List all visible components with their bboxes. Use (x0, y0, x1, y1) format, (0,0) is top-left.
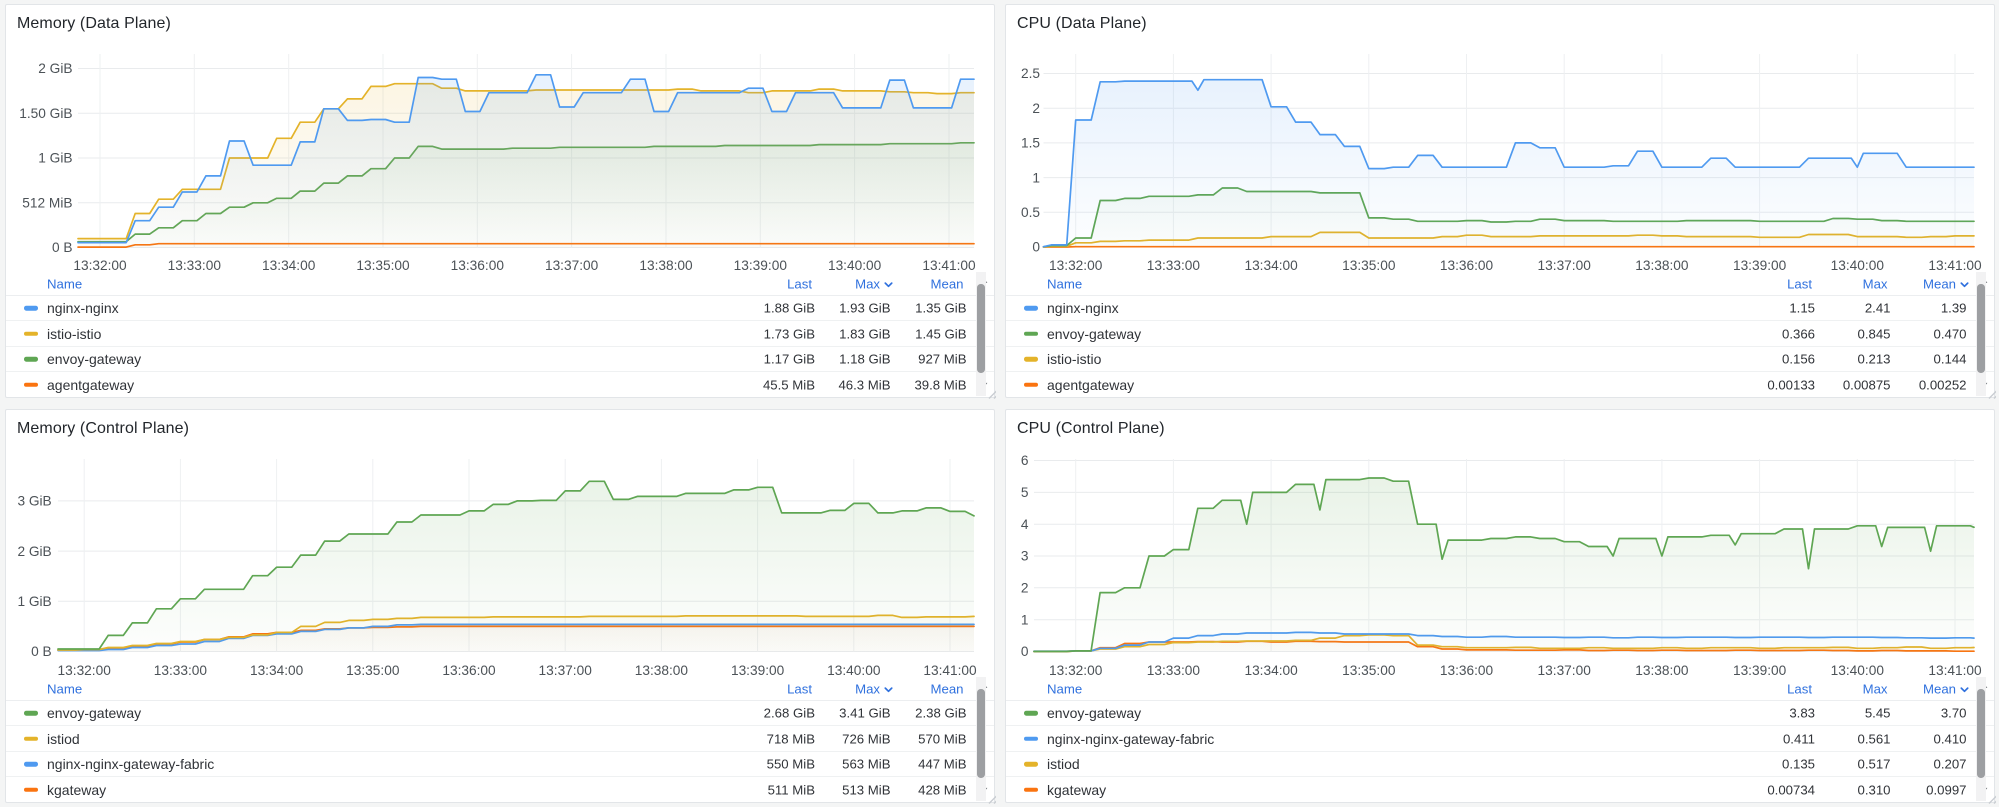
svg-text:13:34:00: 13:34:00 (1244, 663, 1298, 678)
svg-text:13:32:00: 13:32:00 (73, 258, 127, 273)
svg-text:0: 0 (1021, 644, 1029, 659)
svg-text:2: 2 (1021, 581, 1029, 596)
svg-text:13:32:00: 13:32:00 (1049, 663, 1103, 678)
svg-text:13:39:00: 13:39:00 (734, 258, 788, 273)
svg-text:3 GiB: 3 GiB (17, 494, 51, 509)
svg-text:13:32:00: 13:32:00 (58, 663, 112, 678)
svg-text:1.5: 1.5 (1021, 136, 1040, 151)
svg-text:2 GiB: 2 GiB (17, 544, 51, 559)
svg-text:13:39:00: 13:39:00 (1733, 663, 1787, 678)
svg-text:13:41:00: 13:41:00 (922, 258, 976, 273)
svg-text:1.50 GiB: 1.50 GiB (19, 106, 72, 121)
svg-text:0: 0 (1032, 240, 1040, 255)
svg-text:13:38:00: 13:38:00 (1635, 663, 1689, 678)
svg-text:13:37:00: 13:37:00 (1538, 258, 1592, 273)
svg-text:13:34:00: 13:34:00 (1244, 258, 1298, 273)
svg-text:13:36:00: 13:36:00 (442, 663, 496, 678)
svg-text:13:35:00: 13:35:00 (1342, 258, 1396, 273)
svg-text:4: 4 (1021, 517, 1029, 532)
svg-text:2.5: 2.5 (1021, 66, 1040, 81)
svg-text:13:41:00: 13:41:00 (1928, 663, 1982, 678)
svg-text:13:38:00: 13:38:00 (639, 258, 693, 273)
svg-text:13:33:00: 13:33:00 (1147, 663, 1201, 678)
svg-text:13:41:00: 13:41:00 (1928, 258, 1982, 273)
svg-text:1 GiB: 1 GiB (38, 151, 72, 166)
svg-text:0 B: 0 B (52, 240, 73, 255)
svg-text:3: 3 (1021, 549, 1029, 564)
svg-text:1 GiB: 1 GiB (17, 594, 51, 609)
svg-text:13:32:00: 13:32:00 (1049, 258, 1103, 273)
svg-text:13:36:00: 13:36:00 (1440, 663, 1494, 678)
svg-text:13:40:00: 13:40:00 (827, 663, 881, 678)
svg-text:13:33:00: 13:33:00 (168, 258, 222, 273)
svg-text:2: 2 (1032, 101, 1040, 116)
svg-text:13:37:00: 13:37:00 (545, 258, 599, 273)
svg-text:13:38:00: 13:38:00 (1635, 258, 1689, 273)
svg-text:13:37:00: 13:37:00 (1538, 663, 1592, 678)
svg-text:13:35:00: 13:35:00 (1342, 663, 1396, 678)
svg-text:6: 6 (1021, 453, 1029, 468)
svg-text:0 B: 0 B (31, 644, 52, 659)
svg-text:13:35:00: 13:35:00 (346, 663, 400, 678)
svg-text:13:40:00: 13:40:00 (1831, 663, 1885, 678)
svg-text:2 GiB: 2 GiB (38, 61, 72, 76)
svg-text:13:40:00: 13:40:00 (1831, 258, 1885, 273)
svg-text:13:33:00: 13:33:00 (1147, 258, 1201, 273)
svg-text:512 MiB: 512 MiB (22, 195, 72, 210)
svg-text:5: 5 (1021, 485, 1029, 500)
svg-text:13:37:00: 13:37:00 (539, 663, 593, 678)
svg-text:13:34:00: 13:34:00 (250, 663, 304, 678)
svg-text:13:34:00: 13:34:00 (262, 258, 316, 273)
svg-text:0.5: 0.5 (1021, 205, 1040, 220)
svg-text:13:40:00: 13:40:00 (828, 258, 882, 273)
svg-text:13:39:00: 13:39:00 (1733, 258, 1787, 273)
svg-text:1: 1 (1032, 170, 1040, 185)
svg-text:13:35:00: 13:35:00 (356, 258, 410, 273)
svg-text:13:33:00: 13:33:00 (154, 663, 208, 678)
svg-text:1: 1 (1021, 612, 1029, 627)
svg-text:13:39:00: 13:39:00 (731, 663, 785, 678)
svg-text:13:38:00: 13:38:00 (635, 663, 689, 678)
svg-text:13:36:00: 13:36:00 (451, 258, 505, 273)
svg-text:13:41:00: 13:41:00 (923, 663, 977, 678)
svg-text:13:36:00: 13:36:00 (1440, 258, 1494, 273)
